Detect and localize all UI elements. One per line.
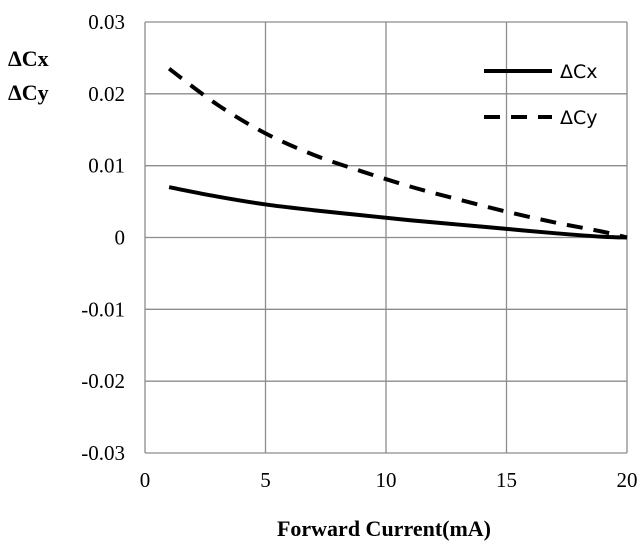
grid-lines	[145, 22, 627, 453]
legend-label: ΔCx	[560, 61, 598, 83]
y-tick-label: -0.03	[81, 441, 125, 465]
series-line-dcx	[169, 187, 627, 237]
y-tick-label: 0.02	[88, 82, 125, 106]
x-tick-label: 10	[376, 468, 397, 492]
x-tick-label: 15	[496, 468, 517, 492]
y-axis-title-line-2: ΔCy	[8, 80, 49, 105]
tick-labels: 0 5 10 15 20 0.03 0.02 0.01 0 -0.01 -0.02 -0.03	[81, 10, 637, 492]
legend: ΔCx ΔCy	[484, 61, 598, 129]
y-axis-title-line-1: ΔCx	[8, 46, 49, 71]
y-tick-label: -0.01	[81, 297, 125, 321]
y-tick-label: 0.01	[88, 154, 125, 178]
y-tick-label: 0	[115, 226, 126, 250]
x-axis-title: Forward Current(mA)	[277, 516, 491, 541]
legend-label: ΔCy	[560, 107, 598, 129]
x-tick-label: 20	[617, 468, 638, 492]
y-tick-label: 0.03	[88, 10, 125, 34]
x-tick-label: 5	[260, 468, 271, 492]
y-tick-label: -0.02	[81, 369, 125, 393]
x-tick-label: 0	[140, 468, 151, 492]
